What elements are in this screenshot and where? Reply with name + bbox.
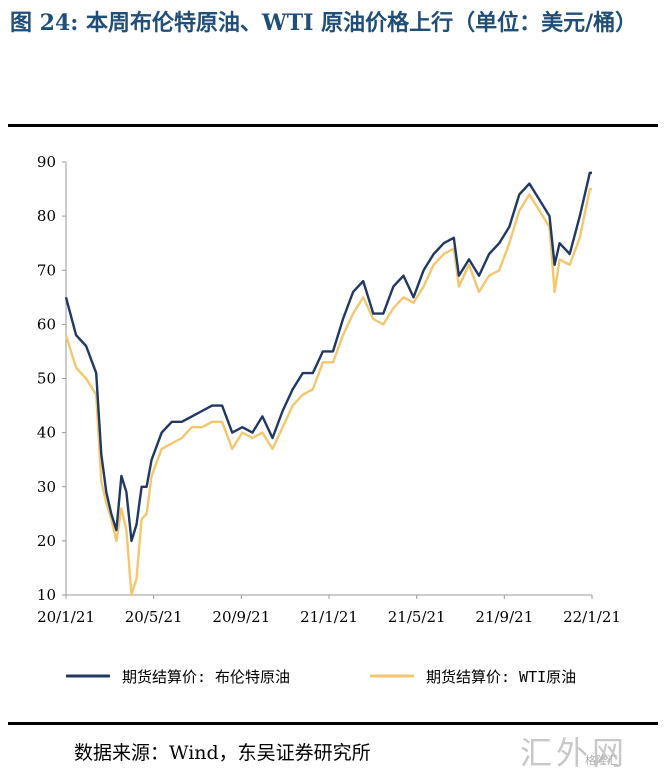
y-tick-label: 60 <box>37 315 56 333</box>
y-tick-label: 20 <box>37 532 56 550</box>
watermark: 汇外网 <box>520 734 629 772</box>
legend-label-wti: 期货结算价: WTI原油 <box>426 668 576 686</box>
y-tick-label: 30 <box>37 478 56 496</box>
legend: 期货结算价: 布伦特原油 期货结算价: WTI原油 <box>66 668 576 686</box>
x-tick-label: 20/1/21 <box>37 608 95 626</box>
x-tick-label: 22/1/21 <box>563 608 621 626</box>
y-tick-label: 80 <box>37 207 56 225</box>
bottom-divider <box>8 722 658 725</box>
x-tick-label: 21/9/21 <box>475 608 533 626</box>
line-chart: 10 20 30 40 50 60 70 80 90 20/1/21 20/5/21 20/9/21… <box>37 153 621 686</box>
watermark-sub: 格隆汇 <box>585 754 618 767</box>
x-axis: 20/1/21 20/5/21 20/9/21 21/1/21 21/5/21 21/9/… <box>37 594 621 626</box>
y-tick-label: 50 <box>37 370 56 388</box>
x-tick-label: 20/9/21 <box>212 608 270 626</box>
y-tick-label: 70 <box>37 261 56 279</box>
x-tick-label: 21/1/21 <box>300 608 358 626</box>
top-divider <box>8 124 658 127</box>
figure-title: 图 24: 本周布伦特原油、WTI 原油价格上行（单位：美元/桶） <box>10 10 638 36</box>
series-lines <box>64 171 592 597</box>
x-tick-label: 21/5/21 <box>388 608 446 626</box>
brent-series-line <box>64 171 592 543</box>
legend-label-brent: 期货结算价: 布伦特原油 <box>122 668 290 686</box>
x-tick-label: 20/5/21 <box>125 608 183 626</box>
y-axis: 10 20 30 40 50 60 70 80 90 <box>37 153 67 604</box>
y-tick-label: 90 <box>37 153 56 171</box>
wti-series-line <box>64 187 592 597</box>
source-note: 数据来源：Wind，东吴证券研究所 <box>74 742 371 764</box>
y-tick-label: 10 <box>37 586 56 604</box>
y-tick-label: 40 <box>37 424 56 442</box>
